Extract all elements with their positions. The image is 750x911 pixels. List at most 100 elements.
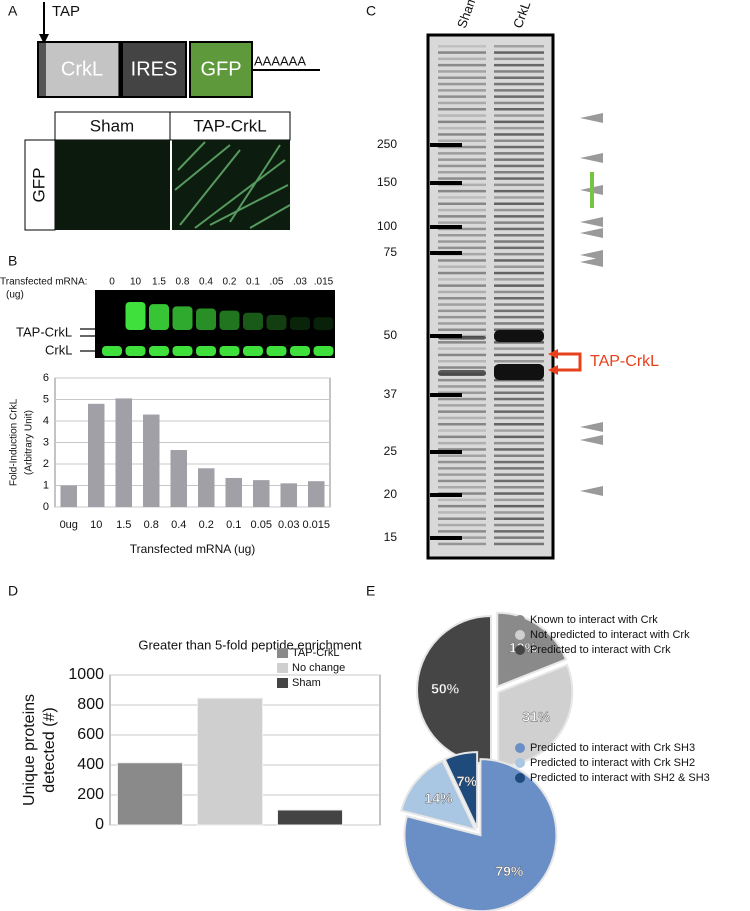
lane-label: CrkL	[510, 0, 533, 30]
legend-marker	[515, 630, 525, 640]
arrowhead	[580, 257, 603, 267]
gel-band	[438, 271, 486, 275]
gel-band	[494, 303, 544, 306]
gel-band	[438, 278, 486, 281]
gel-band	[494, 315, 544, 319]
panel-label: B	[8, 253, 17, 269]
legend-label: Known to interact with Crk	[530, 614, 658, 626]
gel-band	[494, 133, 544, 136]
row-header: GFP	[29, 168, 48, 203]
marker-label: 150	[377, 175, 397, 189]
blot-band	[266, 346, 287, 356]
gel-band	[438, 139, 486, 142]
legend-label: No change	[292, 662, 345, 674]
arrowhead	[580, 217, 603, 227]
gel-band	[494, 322, 544, 325]
gel-band	[438, 95, 486, 98]
gel-band	[494, 126, 544, 130]
gel-band	[438, 51, 486, 54]
band-label: TAP-CrkL	[16, 324, 72, 339]
gel-band	[438, 215, 486, 218]
y-axis-label: Unique proteins	[21, 694, 38, 806]
x-tick-label: 0.2	[199, 519, 214, 531]
gel-band	[494, 189, 544, 193]
pie-label: 14%	[425, 790, 454, 806]
gel-band	[438, 423, 486, 426]
arrowhead	[580, 486, 603, 496]
bar	[198, 468, 215, 507]
chart-title: Greater than 5-fold peptide enrichment	[138, 637, 362, 652]
blot-band	[196, 346, 216, 356]
blot-band	[125, 302, 146, 330]
marker-label: 50	[384, 328, 398, 342]
construct: TAP CrkL IRES GFP AAAAAA	[37, 2, 320, 98]
gel-band	[438, 234, 486, 237]
construct-label: IRES	[131, 58, 178, 80]
gel-band	[438, 240, 486, 243]
gel-band	[438, 208, 486, 212]
blot-band	[243, 346, 263, 356]
arrowhead	[580, 153, 603, 163]
gel-band	[438, 108, 486, 111]
y-tick-label: 3	[43, 436, 49, 448]
gel-annotation: TAP-CrkL	[590, 353, 659, 370]
bar	[280, 483, 297, 507]
marker-label: 75	[384, 245, 398, 259]
gel-band	[494, 51, 544, 54]
gel-band	[494, 89, 544, 92]
gel-band	[494, 183, 544, 187]
bar	[170, 450, 187, 507]
gel-band	[494, 454, 544, 457]
y-tick-label: 0	[95, 816, 104, 833]
arrowhead	[580, 435, 603, 445]
x-tick-label: 0.03	[278, 519, 299, 531]
gel-band	[438, 328, 486, 331]
gel-band	[438, 76, 486, 79]
y-tick-label: 600	[77, 726, 104, 743]
gel-band	[438, 530, 486, 533]
legend-label: Predicted to interact with Crk SH3	[530, 742, 695, 754]
lane-label: 10	[130, 277, 142, 288]
marker-label: 250	[377, 137, 397, 151]
gel-band	[494, 473, 544, 476]
blot-band	[102, 346, 122, 356]
gel-band	[438, 126, 486, 130]
construct-label: AAAAAA	[254, 53, 306, 68]
gel-band	[438, 479, 486, 483]
gel-band	[494, 70, 544, 73]
gel-band	[494, 517, 544, 520]
gel-band	[438, 82, 486, 86]
gel-band	[494, 271, 544, 275]
gel-band	[438, 290, 486, 294]
gel-band	[494, 246, 544, 250]
gel-band	[438, 63, 486, 67]
gel-band	[438, 246, 486, 250]
arrowhead	[580, 113, 603, 123]
gel-band	[438, 322, 486, 325]
gel-band	[494, 45, 544, 48]
gel-band	[438, 416, 486, 420]
lane-label: 0.8	[176, 277, 190, 288]
gel-band	[494, 95, 544, 98]
gel-band	[494, 164, 544, 168]
gel-band	[438, 397, 486, 401]
y-axis-label: Fold-Induction CrkL	[9, 398, 20, 486]
gel-band	[494, 196, 544, 199]
lane-label: 0.1	[246, 277, 260, 288]
bar	[60, 485, 77, 507]
gel-band	[494, 404, 544, 407]
gel-band	[494, 341, 544, 344]
gel-band	[438, 429, 486, 432]
pie-slice	[497, 663, 574, 768]
construct-label: CrkL	[61, 58, 103, 80]
x-tick-label: 10	[90, 519, 102, 531]
legend-marker	[515, 773, 525, 783]
bar	[277, 809, 343, 826]
band-label: CrkL	[45, 342, 72, 357]
blot-band	[196, 308, 216, 330]
pie-label: 7%	[457, 773, 478, 789]
y-tick-label: 1	[43, 479, 49, 491]
gel-band	[494, 297, 544, 300]
gel-band	[438, 221, 486, 224]
